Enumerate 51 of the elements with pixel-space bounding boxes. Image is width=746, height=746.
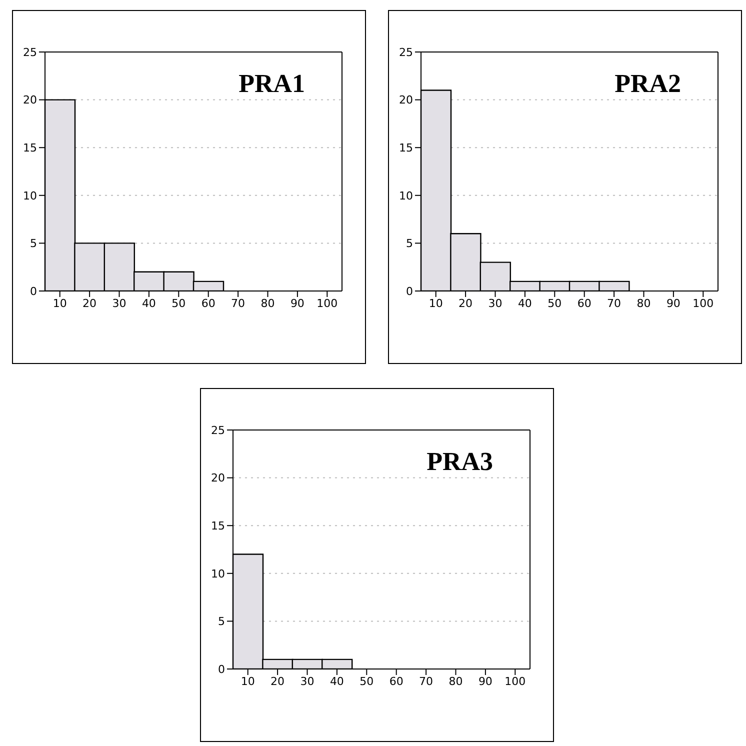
x-tick-label: 100	[692, 296, 714, 310]
y-tick-label: 20	[211, 472, 225, 485]
y-tick-label: 10	[399, 189, 413, 202]
x-tick-label: 20	[270, 674, 285, 688]
x-tick-label: 40	[330, 674, 344, 688]
text: PRA1	[238, 69, 305, 99]
y-tick-label: 15	[399, 142, 413, 155]
x-tick-label: 80	[448, 674, 463, 688]
y-tick-label: 25	[23, 46, 37, 59]
text: PRA2	[614, 69, 681, 99]
x-tick-label: 80	[260, 296, 275, 310]
y-tick-label: 5	[218, 615, 225, 628]
y-tick-label: 20	[399, 94, 413, 107]
x-tick-label: 70	[419, 674, 434, 688]
x-tick-label: 80	[636, 296, 651, 310]
y-tick-label: 5	[30, 237, 37, 250]
y-tick-label: 10	[211, 567, 225, 580]
y-tick-label: 10	[23, 189, 37, 202]
x-tick-label: 90	[290, 296, 304, 310]
x-tick-label: 40	[142, 296, 156, 310]
x-tick-label: 30	[488, 296, 502, 310]
y-tick-label: 20	[23, 94, 37, 107]
x-tick-label: 70	[607, 296, 622, 310]
text: PRA3	[426, 447, 493, 477]
x-tick-label: 10	[52, 296, 67, 310]
y-tick-label: 25	[399, 46, 413, 59]
x-tick-label: 60	[389, 674, 404, 688]
x-tick-label: 10	[428, 296, 443, 310]
x-tick-label: 50	[548, 296, 562, 310]
y-tick-label: 5	[406, 237, 413, 250]
x-tick-label: 100	[316, 296, 338, 310]
x-tick-label: 20	[82, 296, 97, 310]
x-tick-label: 90	[478, 674, 492, 688]
x-tick-label: 70	[231, 296, 246, 310]
x-tick-label: 10	[240, 674, 255, 688]
y-tick-label: 25	[211, 424, 225, 437]
y-tick-label: 0	[30, 284, 37, 298]
x-tick-label: 90	[666, 296, 680, 310]
y-tick-label: 0	[406, 284, 413, 298]
x-tick-label: 100	[504, 674, 526, 688]
y-tick-label: 15	[23, 142, 37, 155]
x-tick-label: 50	[172, 296, 186, 310]
x-tick-label: 60	[201, 296, 216, 310]
x-tick-label: 20	[458, 296, 473, 310]
x-tick-label: 40	[518, 296, 532, 310]
x-tick-label: 60	[577, 296, 592, 310]
y-tick-label: 0	[218, 662, 225, 676]
x-tick-label: 30	[112, 296, 126, 310]
y-tick-label: 15	[211, 520, 225, 533]
x-tick-label: 50	[360, 674, 374, 688]
x-tick-label: 30	[300, 674, 314, 688]
